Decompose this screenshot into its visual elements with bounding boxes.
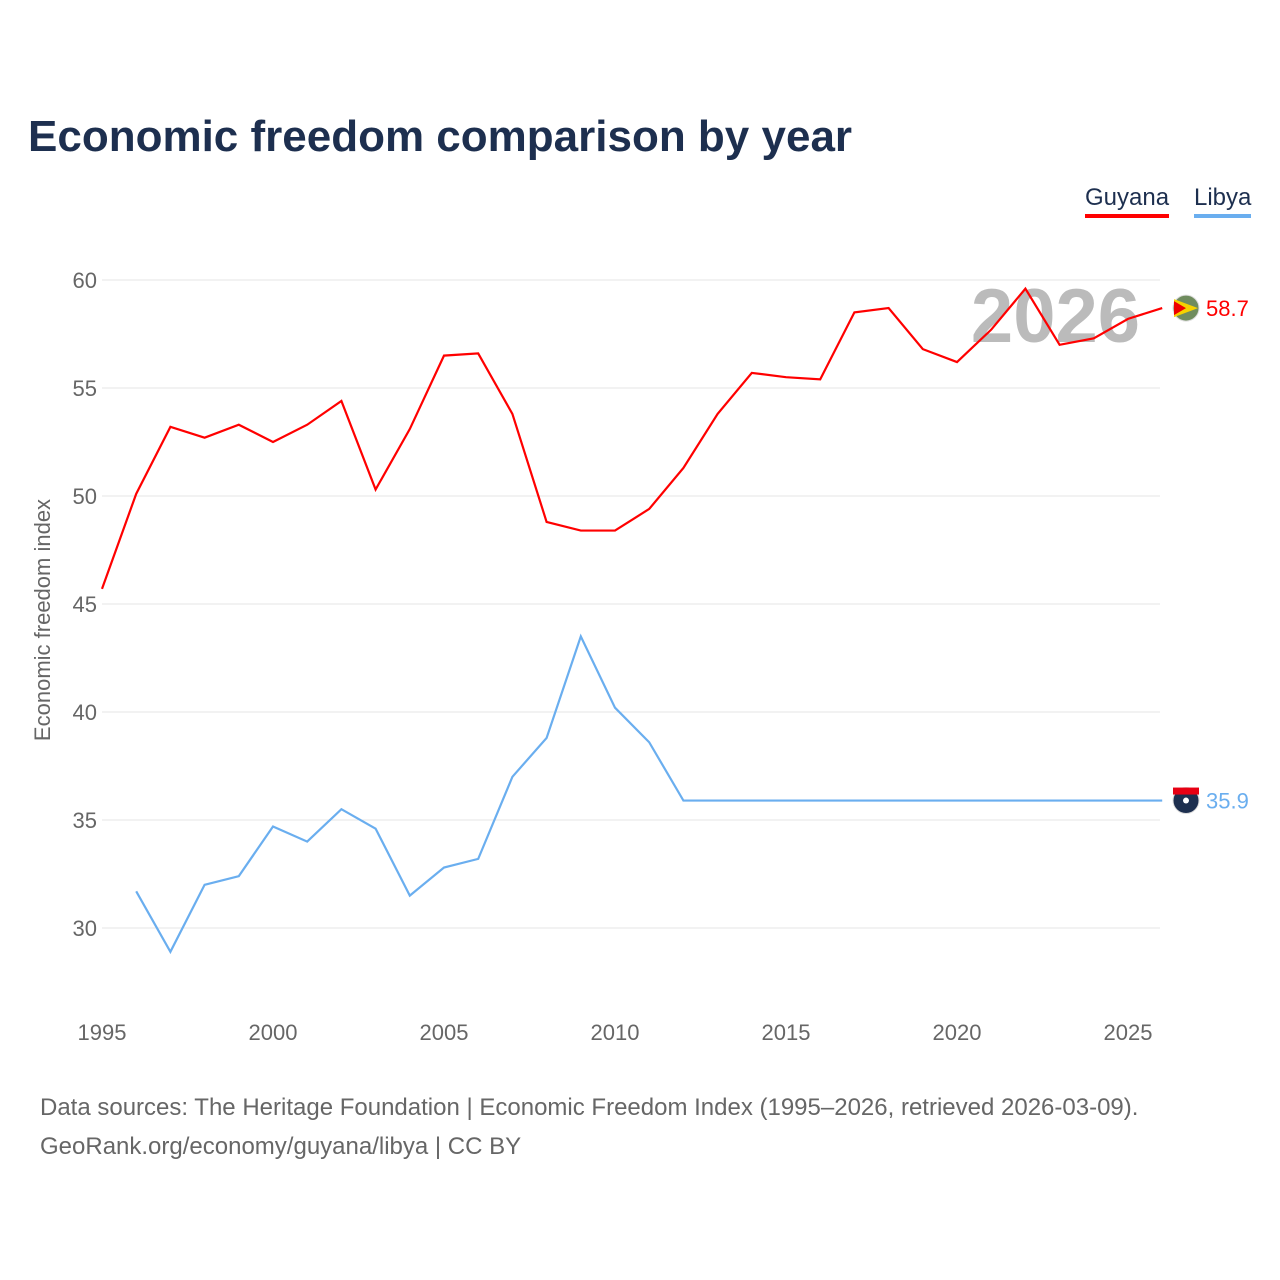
x-tick-label: 1995 (78, 1020, 127, 1045)
year-watermark: 2026 (971, 274, 1140, 359)
y-tick-label: 35 (73, 808, 97, 833)
y-tick-label: 45 (73, 592, 97, 617)
flag-triangle (1174, 301, 1186, 316)
y-tick-label: 50 (73, 484, 97, 509)
y-axis-label: Economic freedom index (30, 499, 55, 741)
chart-title: Economic freedom comparison by year (28, 112, 853, 161)
flag-stripe (1173, 787, 1199, 795)
y-tick-label: 40 (73, 700, 97, 725)
end-label-guyana: 58.7 (1206, 296, 1249, 321)
x-tick-label: 2015 (762, 1020, 811, 1045)
y-tick-label: 30 (73, 916, 97, 941)
x-tick-label: 2005 (420, 1020, 469, 1045)
x-tick-label: 2025 (1104, 1020, 1153, 1045)
source-line: Data sources: The Heritage Foundation | … (40, 1094, 1139, 1121)
y-tick-label: 55 (73, 376, 97, 401)
legend-guyana[interactable]: Guyana (1085, 184, 1170, 218)
footer: Data sources: The Heritage Foundation | … (40, 1088, 1138, 1166)
legend-libya[interactable]: Libya (1194, 184, 1252, 218)
end-label-libya: 35.9 (1206, 789, 1249, 814)
attribution-line[interactable]: GeoRank.org/economy/guyana/libya | CC BY (40, 1133, 522, 1160)
x-tick-label: 2020 (933, 1020, 982, 1045)
y-tick-label: 60 (73, 268, 97, 293)
x-tick-label: 2000 (249, 1020, 298, 1045)
x-tick-label: 2010 (591, 1020, 640, 1045)
flag-crescent (1183, 797, 1189, 804)
series-line-libya (135, 633, 1163, 955)
series-line-guyana (100, 286, 1163, 590)
